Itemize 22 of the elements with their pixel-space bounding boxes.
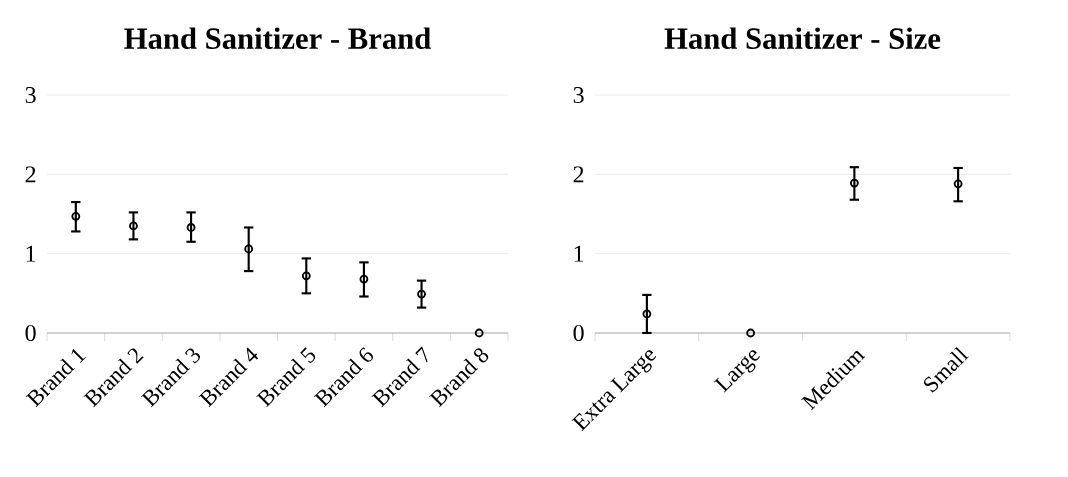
point [71,211,81,221]
point [746,328,756,338]
point [417,289,426,299]
point [244,244,254,254]
point [359,274,369,284]
y-tick-label: 0 [25,324,36,342]
point [849,178,859,188]
point [301,271,311,281]
y-tick-label: 2 [573,166,584,183]
chart-title: Hand Sanitizer - Brand [124,27,431,49]
y-tick-label: 2 [25,166,36,183]
y-tick-label: 1 [26,245,36,262]
y-tick-label: 3 [573,86,584,104]
point [186,223,196,232]
y-tick-label: 3 [25,86,36,104]
point [129,221,138,231]
point [953,179,963,189]
y-tick-label: 0 [573,324,584,342]
chart-title: Hand Sanitizer - Size [664,27,941,49]
point [642,309,652,319]
y-tick-label: 1 [574,245,584,262]
point [474,328,484,338]
